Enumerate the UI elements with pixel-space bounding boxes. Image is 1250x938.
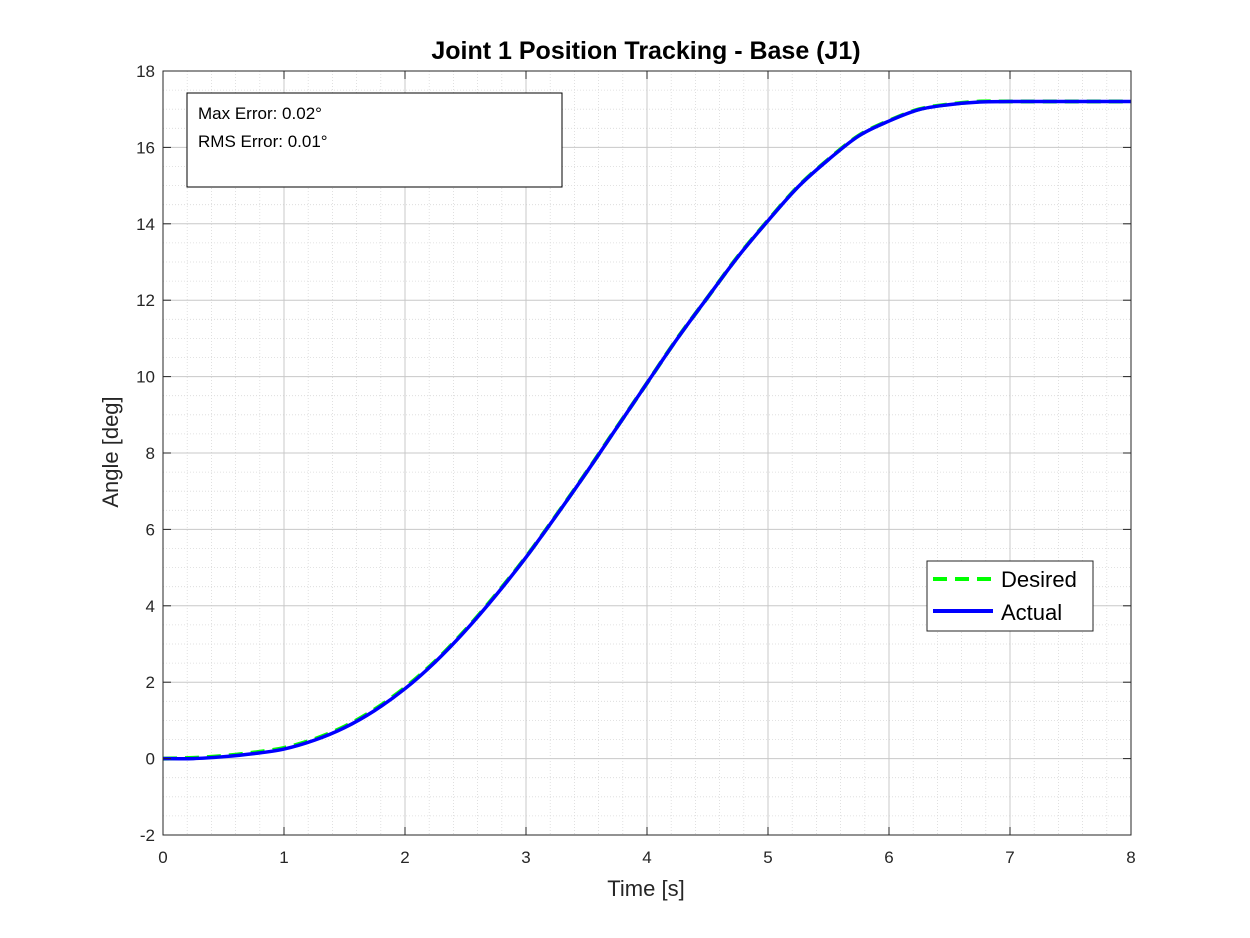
legend-frame [926, 560, 1094, 632]
x-tick-label: 0 [158, 848, 167, 867]
y-tick-label: 16 [136, 138, 155, 157]
x-axis-label: Time [s] [607, 876, 684, 901]
legend-label-actual: Actual [1001, 600, 1062, 625]
x-tick-label: 2 [400, 848, 409, 867]
y-tick-label: -2 [140, 826, 155, 845]
y-tick-label: 4 [146, 597, 155, 616]
y-tick-label: 12 [136, 291, 155, 310]
annotation-box: Max Error: 0.02° RMS Error: 0.01° [186, 92, 563, 188]
max-error-text: Max Error: 0.02° [198, 104, 322, 123]
annotation-frame [186, 92, 563, 188]
x-tick-label: 4 [642, 848, 651, 867]
axis-ticks [162, 70, 1132, 836]
x-tick-label: 6 [884, 848, 893, 867]
y-tick-label: 10 [136, 368, 155, 387]
legend-label-desired: Desired [1001, 567, 1077, 592]
x-tick-label: 5 [763, 848, 772, 867]
y-tick-label: 14 [136, 215, 155, 234]
x-tick-label: 1 [279, 848, 288, 867]
chart-title: Joint 1 Position Tracking - Base (J1) [431, 37, 860, 65]
y-tick-label: 8 [146, 444, 155, 463]
y-tick-label: 18 [136, 62, 155, 81]
y-tick-label: 0 [146, 750, 155, 769]
x-tick-label: 7 [1005, 848, 1014, 867]
y-axis-label: Angle [deg] [98, 396, 123, 507]
y-tick-label: 2 [146, 673, 155, 692]
rms-error-text: RMS Error: 0.01° [198, 132, 328, 151]
series-layer [162, 99, 1131, 761]
x-tick-label: 3 [521, 848, 530, 867]
y-tick-label: 6 [146, 520, 155, 539]
legend[interactable]: Desired Actual [926, 560, 1094, 632]
series-line-actual [162, 99, 1131, 761]
x-tick-label: 8 [1126, 848, 1135, 867]
